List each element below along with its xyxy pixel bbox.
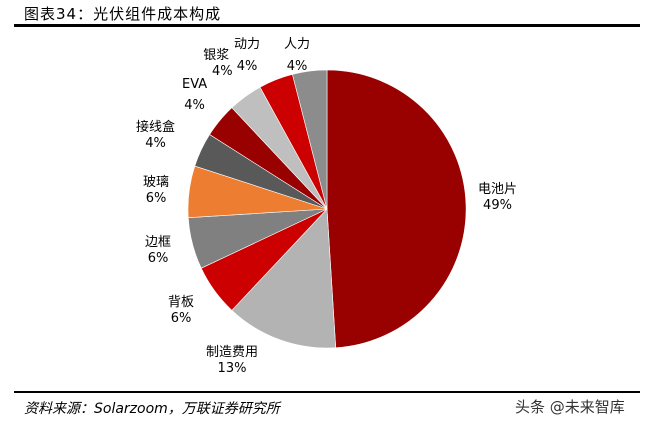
label-junction-box: 接线盒 4%: [136, 120, 176, 151]
pie-slices: [187, 69, 467, 349]
top-rule: [14, 24, 640, 27]
bottom-rule: [14, 391, 640, 393]
pie-slice: [231, 208, 337, 349]
source-note: 资料来源：Solarzoom，万联证券研究所: [24, 401, 280, 417]
label-power: 动力 4%: [234, 37, 261, 74]
label-labor: 人力 4%: [284, 37, 311, 74]
label-manufacturing: 制造费用 13%: [206, 345, 259, 376]
pie-slice: [292, 69, 328, 210]
label-eva: EVA 4%: [182, 77, 208, 113]
label-glass: 玻璃 6%: [143, 175, 170, 206]
label-frame: 边框 6%: [145, 235, 172, 266]
label-backsheet: 背板 6%: [168, 295, 195, 326]
watermark: 头条 @未来智库: [515, 398, 625, 416]
label-cells: 电池片 49%: [478, 182, 518, 213]
label-silver-paste: 银浆 4%: [203, 48, 233, 79]
chart-title: 图表34：光伏组件成本构成: [24, 5, 222, 23]
pie-slice: [326, 69, 467, 349]
